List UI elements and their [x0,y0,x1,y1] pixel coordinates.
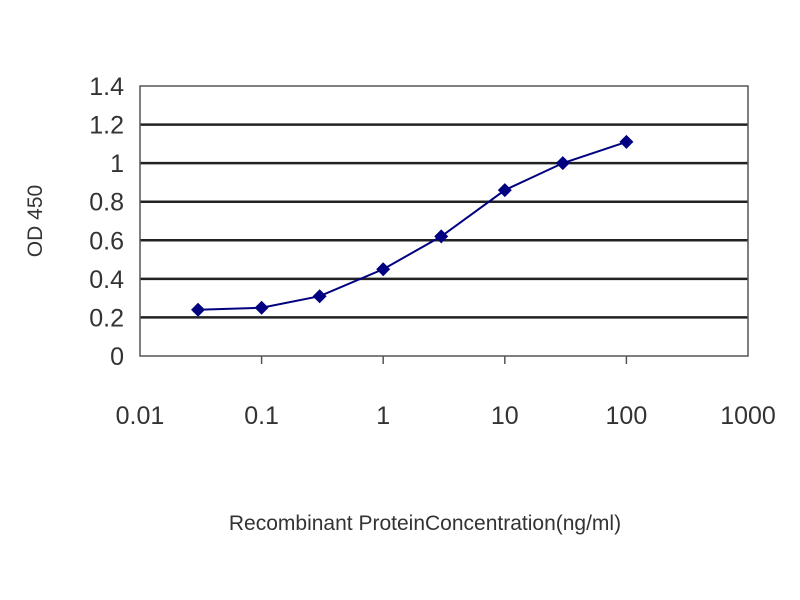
x-tick-label: 0.1 [244,402,279,430]
data-point [555,156,570,171]
y-tick-label: 0 [110,343,124,371]
data-point [619,134,634,149]
x-tick-label: 1 [376,402,390,430]
y-axis-label: OD 450 [24,185,47,257]
x-axis-ticks: 0.01 0.1 1 10 100 1000 [116,356,776,430]
x-tick-label: 0.01 [116,402,165,430]
data-point [434,229,449,244]
data-point [254,300,269,315]
x-tick-label: 1000 [720,402,776,430]
data-point [497,183,512,198]
y-tick-label: 0.2 [89,304,124,332]
y-tick-label: 0.4 [89,266,124,294]
series [191,134,634,317]
y-tick-label: 1.4 [89,73,124,101]
x-tick-label: 10 [491,402,519,430]
y-tick-label: 0.8 [89,189,124,217]
x-tick-label: 100 [606,402,648,430]
gridlines [140,123,748,319]
plot-area-border [139,85,749,357]
data-point [376,262,391,277]
x-axis-label: Recombinant ProteinConcentration(ng/ml) [229,512,621,535]
y-axis-ticks: 0 0.2 0.4 0.6 0.8 1 1.2 1.4 [89,73,124,371]
series-line [197,140,627,311]
data-point [191,302,206,317]
data-point [312,289,327,304]
y-tick-label: 0.6 [89,227,124,255]
y-tick-label: 1 [110,150,124,178]
y-tick-label: 1.2 [89,112,124,140]
